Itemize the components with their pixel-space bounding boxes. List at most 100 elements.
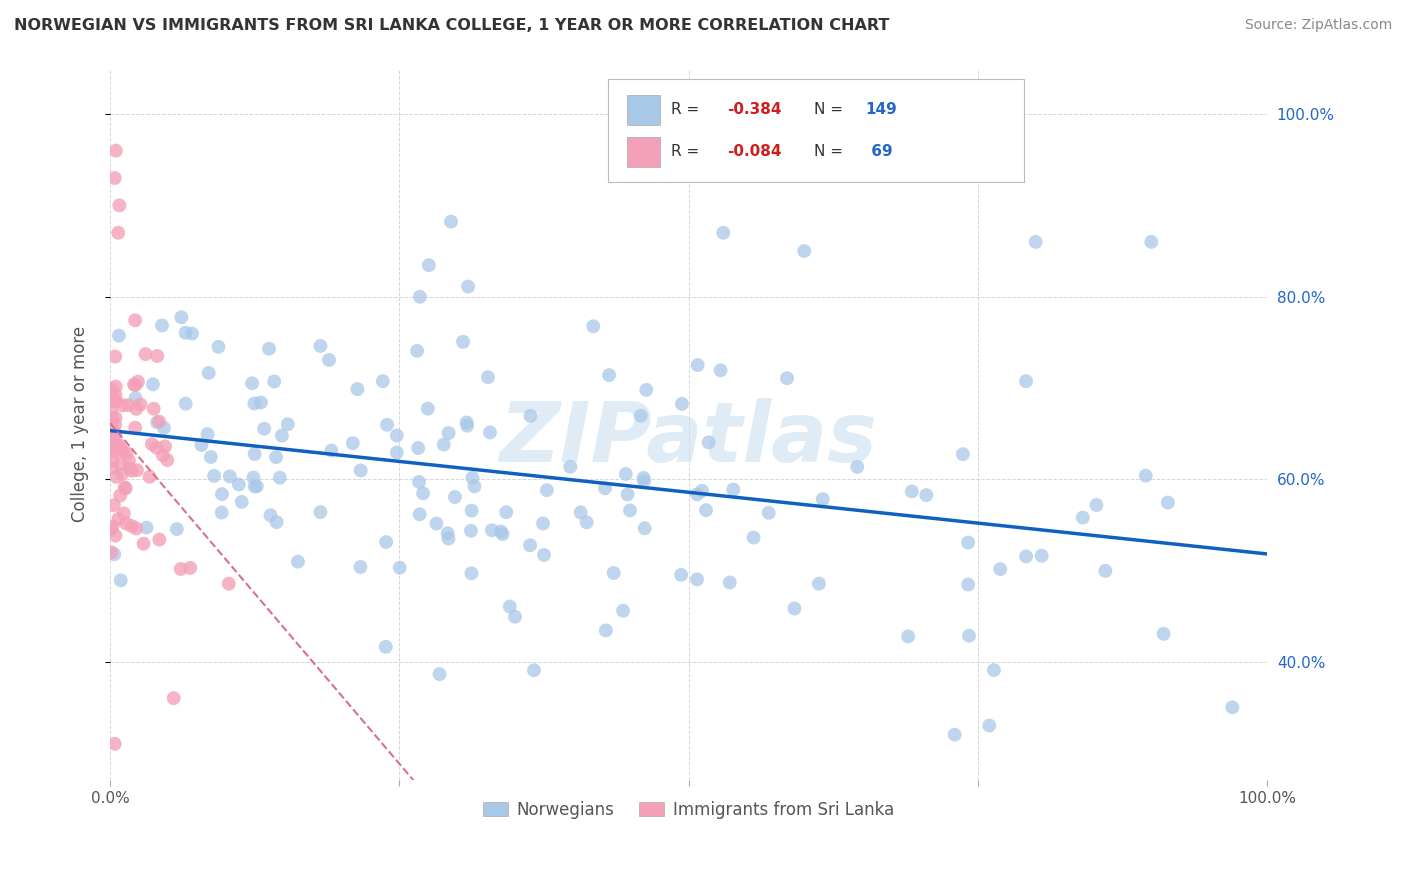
- Point: [1135, 468, 1157, 483]
- Point: [633, 474, 655, 488]
- Point: [519, 538, 541, 552]
- Point: [437, 425, 460, 440]
- Point: [150, 318, 173, 333]
- Point: [690, 483, 713, 498]
- Point: [124, 313, 146, 327]
- Point: [259, 508, 281, 523]
- Point: [406, 441, 429, 455]
- Y-axis label: College, 1 year or more: College, 1 year or more: [72, 326, 89, 523]
- Point: [979, 718, 1001, 732]
- Point: [531, 516, 554, 531]
- Point: [595, 624, 617, 638]
- Point: [1085, 498, 1108, 512]
- Point: [104, 737, 127, 751]
- Point: [461, 471, 484, 485]
- Point: [105, 470, 128, 484]
- Point: [142, 377, 165, 392]
- Point: [634, 521, 657, 535]
- Point: [988, 562, 1011, 576]
- Point: [346, 382, 368, 396]
- Point: [957, 577, 980, 591]
- Point: [598, 368, 620, 383]
- Point: [104, 417, 127, 432]
- Point: [104, 528, 127, 542]
- Point: [385, 428, 408, 442]
- Point: [103, 547, 125, 561]
- Point: [1140, 235, 1163, 249]
- Point: [114, 480, 136, 494]
- Point: [456, 418, 478, 433]
- Text: -0.384: -0.384: [727, 103, 782, 117]
- Point: [110, 457, 132, 471]
- Point: [318, 353, 340, 368]
- Point: [141, 437, 163, 451]
- Point: [1025, 235, 1047, 249]
- Point: [103, 498, 125, 512]
- Point: [671, 397, 693, 411]
- Point: [477, 370, 499, 384]
- Point: [412, 486, 434, 500]
- Point: [375, 535, 398, 549]
- Point: [718, 575, 741, 590]
- Point: [118, 453, 141, 467]
- Point: [163, 691, 186, 706]
- Point: [101, 460, 124, 475]
- Point: [100, 383, 122, 397]
- Point: [408, 508, 430, 522]
- Point: [103, 394, 125, 409]
- Point: [138, 470, 160, 484]
- Point: [166, 522, 188, 536]
- Point: [174, 397, 197, 411]
- Point: [100, 420, 122, 434]
- Point: [145, 441, 167, 455]
- Point: [503, 609, 526, 624]
- Point: [710, 363, 733, 377]
- Text: N =: N =: [814, 145, 848, 160]
- Point: [686, 487, 709, 501]
- Point: [100, 436, 122, 450]
- Point: [440, 214, 463, 228]
- Point: [124, 420, 146, 434]
- Point: [915, 488, 938, 502]
- Point: [437, 532, 460, 546]
- Point: [110, 442, 132, 456]
- Bar: [627, 137, 659, 167]
- Point: [101, 519, 124, 533]
- Point: [569, 505, 592, 519]
- Point: [481, 523, 503, 537]
- Point: [695, 503, 717, 517]
- Point: [1015, 549, 1038, 564]
- Point: [499, 599, 522, 614]
- Point: [1031, 549, 1053, 563]
- Point: [132, 537, 155, 551]
- Point: [349, 560, 371, 574]
- Point: [425, 516, 447, 531]
- Point: [630, 409, 652, 423]
- Point: [523, 663, 546, 677]
- Point: [388, 560, 411, 574]
- Point: [228, 477, 250, 491]
- Point: [266, 515, 288, 529]
- Point: [287, 555, 309, 569]
- Point: [207, 340, 229, 354]
- Point: [309, 505, 332, 519]
- Point: [952, 447, 974, 461]
- Point: [433, 437, 456, 451]
- Point: [197, 427, 219, 442]
- Point: [444, 490, 467, 504]
- Point: [231, 495, 253, 509]
- Point: [321, 443, 343, 458]
- Point: [409, 290, 432, 304]
- Point: [135, 347, 157, 361]
- Point: [793, 244, 815, 258]
- Point: [108, 328, 131, 343]
- Point: [742, 531, 765, 545]
- Point: [436, 526, 458, 541]
- Point: [110, 574, 132, 588]
- Point: [429, 667, 451, 681]
- Text: R =: R =: [671, 103, 704, 117]
- Point: [901, 484, 924, 499]
- Point: [616, 487, 638, 501]
- Point: [181, 326, 204, 341]
- Point: [111, 467, 134, 481]
